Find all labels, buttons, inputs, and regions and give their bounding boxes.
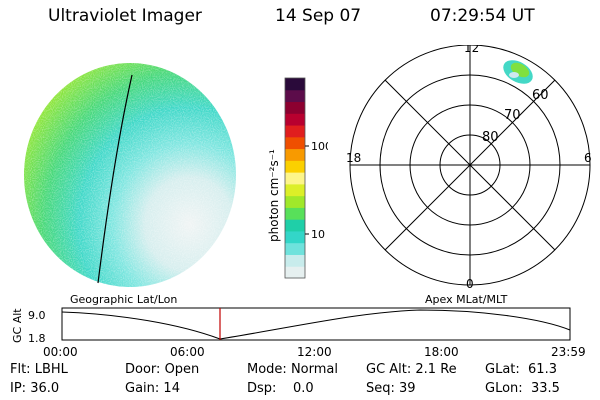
info-seq: Seq: 39 <box>366 381 416 396</box>
polar-lat-60: 60 <box>532 88 549 103</box>
colorbar-block <box>285 101 305 114</box>
instrument-title: Ultraviolet Imager <box>48 6 202 26</box>
polar-lat-70: 70 <box>504 108 521 123</box>
polar-diagonal-2 <box>384 79 556 251</box>
info-glat: GLat: 61.3 <box>485 362 557 377</box>
polar-plot: 12 0 18 6 80 70 60 <box>346 45 592 291</box>
colorbar-block <box>285 195 305 208</box>
colorbar-block <box>285 172 305 185</box>
colorbar-block <box>285 266 305 279</box>
polar-label-right: 6 <box>584 151 592 165</box>
colorbar-tick-label-10: 10 <box>311 228 325 241</box>
colorbar-tick-label-100: 100 <box>311 140 328 153</box>
timeline-xtick-1: 06:00 <box>170 345 205 359</box>
info-gcalt: GC Alt: 2.1 Re <box>366 362 457 377</box>
info-glon: GLon: 33.5 <box>485 381 560 396</box>
info-mode: Mode: Normal <box>247 362 338 377</box>
colorbar-block <box>285 160 305 173</box>
colorbar-block <box>285 136 305 150</box>
timeline-left-title: Geographic Lat/Lon <box>70 293 177 306</box>
colorbar-label: photon cm⁻²s⁻¹ <box>267 149 281 242</box>
altitude-curve <box>61 309 571 340</box>
colorbar-block <box>285 242 305 255</box>
colorbar-block <box>285 125 305 138</box>
terminator-line <box>97 74 133 284</box>
colorbar-block <box>285 183 305 197</box>
uv-image-disk <box>24 63 236 287</box>
colorbar-block <box>285 113 305 126</box>
colorbar: 100 10 photon cm⁻²s⁻¹ <box>267 77 328 279</box>
timeline-ytick-high: 9.0 <box>28 309 46 322</box>
polar-label-left: 18 <box>346 151 361 165</box>
polar-label-top: 12 <box>464 45 479 55</box>
colorbar-block <box>285 207 305 220</box>
timeline-xtick-2: 12:00 <box>297 345 332 359</box>
timeline-xtick-3: 18:00 <box>424 345 459 359</box>
disk-noise <box>24 63 236 287</box>
timeline-ytick-low: 1.8 <box>28 332 46 345</box>
info-gain: Gain: 14 <box>125 381 180 396</box>
colorbar-block <box>285 148 305 161</box>
aurora-feature <box>503 60 533 84</box>
info-row-1: Flt: LBHL Door: Open Mode: Normal GC Alt… <box>0 362 600 380</box>
polar-lat-80: 80 <box>482 130 499 145</box>
info-flt: Flt: LBHL <box>10 362 68 377</box>
timeline-xtick-0: 00:00 <box>43 345 78 359</box>
colorbar-block <box>285 230 305 244</box>
polar-label-bottom: 0 <box>466 277 474 291</box>
colorbar-frame <box>284 77 306 279</box>
time-label: 07:29:54 UT <box>430 6 535 26</box>
info-row-2: IP: 36.0 Gain: 14 Dsp: 0.0 Seq: 39 GLon:… <box>0 381 600 399</box>
info-door: Door: Open <box>125 362 200 377</box>
info-ip: IP: 36.0 <box>10 381 60 396</box>
timeline-xtick-4: 23:59 <box>551 345 586 359</box>
timeline-ylabel: GC Alt <box>11 308 24 343</box>
colorbar-block <box>285 219 305 232</box>
colorbar-blocks <box>285 78 305 279</box>
colorbar-block <box>285 89 305 103</box>
date-label: 14 Sep 07 <box>275 6 362 26</box>
colorbar-block <box>285 254 305 267</box>
timeline-right-title: Apex MLat/MLT <box>425 293 508 306</box>
orbit-timeline: Geographic Lat/Lon Apex MLat/MLT GC Alt … <box>11 293 586 359</box>
info-dsp: Dsp: 0.0 <box>247 381 314 396</box>
colorbar-block <box>285 78 305 91</box>
timeline-frame <box>61 307 571 341</box>
